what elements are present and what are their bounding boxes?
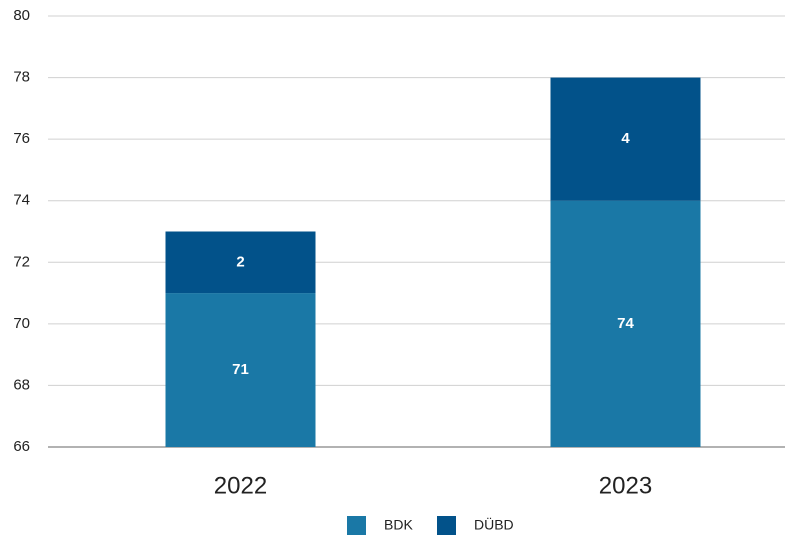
bar-segment [165, 293, 316, 447]
y-tick-label: 66 [13, 438, 30, 455]
legend-swatch [437, 516, 456, 535]
data-label: 71 [232, 361, 249, 378]
y-tick-label: 76 [13, 130, 30, 147]
bar-segment [550, 77, 701, 201]
data-label: 74 [617, 315, 634, 332]
y-tick-label: 74 [13, 192, 30, 209]
y-tick-label: 78 [13, 69, 30, 86]
y-tick-label: 68 [13, 376, 30, 393]
legend-label: DÜBD [474, 516, 514, 533]
legend-label: BDK [384, 517, 413, 533]
bar-segment [550, 200, 701, 447]
bar-segment [165, 231, 316, 294]
x-tick-label: 2023 [599, 472, 652, 499]
legend-swatch [347, 516, 366, 535]
y-tick-label: 70 [13, 315, 30, 332]
data-label: 4 [621, 130, 630, 147]
y-tick-label: 72 [13, 253, 30, 270]
y-tick-label: 80 [13, 7, 30, 24]
data-label: 2 [236, 253, 244, 270]
x-tick-label: 2022 [214, 472, 267, 499]
